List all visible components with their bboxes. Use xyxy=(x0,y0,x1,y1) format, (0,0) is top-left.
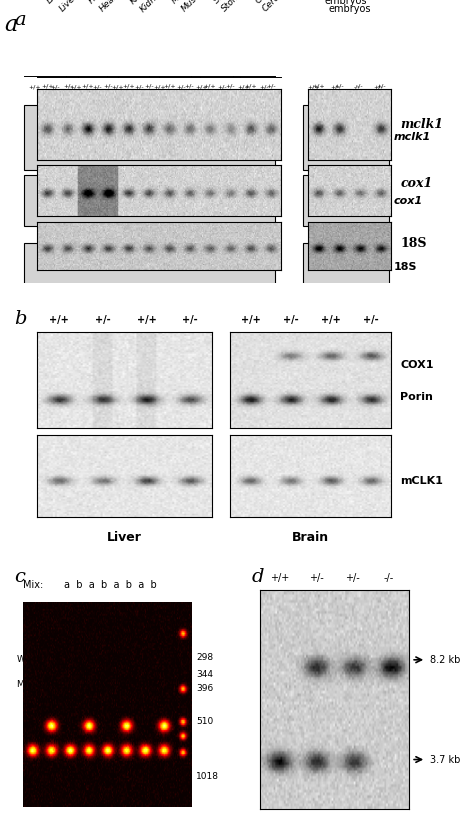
Text: E11.5
embryos: E11.5 embryos xyxy=(325,0,367,6)
Text: Brain: Brain xyxy=(292,531,329,543)
Text: Cerebellum: Cerebellum xyxy=(254,0,297,6)
Text: +/-: +/- xyxy=(185,84,194,89)
Text: +/-: +/- xyxy=(283,315,299,325)
Text: Heart: Heart xyxy=(86,0,110,6)
Text: b: b xyxy=(14,310,27,328)
Text: Kidney: Kidney xyxy=(128,0,156,6)
Text: mclk1: mclk1 xyxy=(393,132,431,142)
Text: +/+: +/+ xyxy=(137,315,156,325)
Text: +/+: +/+ xyxy=(82,84,94,89)
Text: 18S: 18S xyxy=(401,237,427,250)
Text: Liver: Liver xyxy=(45,0,67,6)
Text: Stomach: Stomach xyxy=(212,0,246,6)
Text: +/+: +/+ xyxy=(41,84,54,89)
Text: 18S: 18S xyxy=(393,262,417,272)
Text: -/-: -/- xyxy=(354,85,360,90)
Text: +/+: +/+ xyxy=(122,84,135,89)
Text: +/-: +/- xyxy=(345,573,360,583)
Text: 344: 344 xyxy=(196,670,213,679)
Text: +/+: +/+ xyxy=(241,315,260,325)
Text: Cerebellum: Cerebellum xyxy=(261,0,303,14)
FancyBboxPatch shape xyxy=(24,105,275,170)
Text: +/+: +/+ xyxy=(28,85,40,90)
Text: +/+: +/+ xyxy=(308,85,320,90)
Text: +/-: +/- xyxy=(182,315,198,325)
Text: +/-: +/- xyxy=(266,84,275,89)
Text: +/-: +/- xyxy=(335,84,344,89)
Text: Heart: Heart xyxy=(98,0,122,14)
Text: +/+: +/+ xyxy=(70,85,82,90)
Text: Muscle: Muscle xyxy=(179,0,208,14)
Text: +/+: +/+ xyxy=(270,573,290,583)
Text: Liver: Liver xyxy=(107,531,142,543)
Text: +/-: +/- xyxy=(95,315,110,325)
Text: 298: 298 xyxy=(196,653,213,662)
Text: mCLK1: mCLK1 xyxy=(401,476,443,486)
Text: +/+: +/+ xyxy=(312,84,325,89)
Text: c: c xyxy=(14,568,25,586)
Text: +/-: +/- xyxy=(50,85,60,90)
Text: +/+: +/+ xyxy=(154,85,166,90)
Text: cox1: cox1 xyxy=(401,177,433,190)
Text: +/+: +/+ xyxy=(195,85,208,90)
Text: Mix:: Mix: xyxy=(23,580,44,590)
Text: +/+: +/+ xyxy=(49,315,69,325)
Text: +/-: +/- xyxy=(376,84,386,89)
Text: Wt→: Wt→ xyxy=(17,655,36,664)
Text: +/-: +/- xyxy=(103,84,113,89)
Text: +/-: +/- xyxy=(218,85,228,90)
Text: a: a xyxy=(14,11,26,29)
Text: +/-: +/- xyxy=(260,85,269,90)
Text: cox1: cox1 xyxy=(393,195,422,205)
Text: 510: 510 xyxy=(196,716,213,725)
Text: +/+: +/+ xyxy=(163,84,175,89)
Text: +/-: +/- xyxy=(92,85,102,90)
Text: +/-: +/- xyxy=(176,85,185,90)
Text: E11.5
embryos: E11.5 embryos xyxy=(328,0,371,14)
Text: 3.7 kb: 3.7 kb xyxy=(430,755,461,765)
Text: Muscle: Muscle xyxy=(170,0,199,6)
Text: a: a xyxy=(5,14,18,36)
Text: -/-: -/- xyxy=(383,573,394,583)
Text: COX1: COX1 xyxy=(401,361,434,371)
FancyBboxPatch shape xyxy=(24,243,275,291)
FancyBboxPatch shape xyxy=(303,243,389,291)
Text: +/+: +/+ xyxy=(244,84,257,89)
Text: Mut→: Mut→ xyxy=(17,680,41,689)
Text: +/+: +/+ xyxy=(203,84,216,89)
Text: +/-: +/- xyxy=(225,84,235,89)
Text: Stomach: Stomach xyxy=(220,0,255,14)
Text: +/-: +/- xyxy=(144,84,154,89)
Text: +/-: +/- xyxy=(63,84,73,89)
FancyBboxPatch shape xyxy=(303,175,389,226)
Text: +/-: +/- xyxy=(373,85,383,90)
Text: 8.2 kb: 8.2 kb xyxy=(430,655,461,665)
Text: Liver: Liver xyxy=(57,0,80,14)
Text: +/-: +/- xyxy=(309,573,324,583)
Text: Kidney: Kidney xyxy=(139,0,167,14)
Text: 1018: 1018 xyxy=(196,772,219,781)
Text: -/-: -/- xyxy=(357,84,364,89)
Text: mclk1: mclk1 xyxy=(401,118,444,131)
Text: +/+: +/+ xyxy=(237,85,250,90)
Text: +/-: +/- xyxy=(330,85,340,90)
Text: +/+: +/+ xyxy=(321,315,341,325)
FancyBboxPatch shape xyxy=(24,175,275,226)
Text: +/+: +/+ xyxy=(111,85,124,90)
Text: d: d xyxy=(251,568,264,586)
Text: Porin: Porin xyxy=(401,391,433,401)
Text: +/-: +/- xyxy=(134,85,144,90)
Text: +/-: +/- xyxy=(363,315,379,325)
Text: 396: 396 xyxy=(196,684,213,693)
FancyBboxPatch shape xyxy=(303,105,389,170)
Text: a  b  a  b  a  b  a  b: a b a b a b a b xyxy=(64,580,157,590)
